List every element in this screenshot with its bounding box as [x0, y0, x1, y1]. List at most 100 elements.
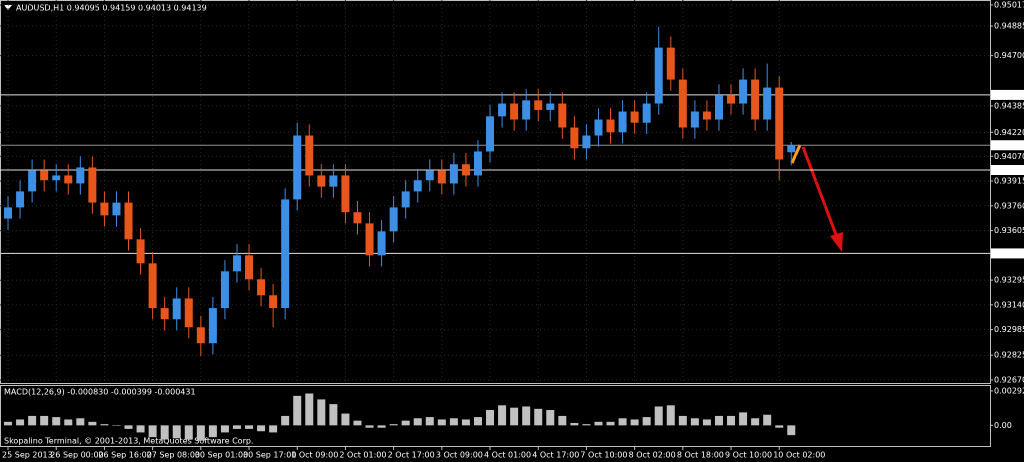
y-tick-label: 0.93760 — [994, 201, 1024, 210]
macd-bar — [558, 415, 567, 426]
macd-bar — [184, 425, 193, 440]
candle-body — [534, 100, 543, 110]
macd-bar — [437, 419, 446, 426]
candle-body — [642, 103, 651, 123]
macd-bar — [257, 425, 266, 432]
macd-bar — [232, 425, 241, 429]
candle-body — [281, 199, 290, 309]
candle-body — [437, 170, 446, 184]
candle-body — [329, 175, 338, 187]
y-tick-label: 0.93295 — [994, 276, 1024, 285]
macd-bar — [727, 415, 736, 426]
macd-bar — [606, 421, 615, 426]
y-tick-label: 0.94070 — [994, 152, 1024, 161]
macd-bar — [425, 417, 434, 426]
macd-bar — [413, 418, 422, 426]
macd-bar — [112, 425, 121, 426]
macd-bar — [353, 420, 362, 426]
y-tick-label: 0.93605 — [994, 226, 1024, 235]
candle-body — [739, 79, 748, 104]
x-tick-label: 9 Oct 10:00 — [725, 451, 772, 460]
macd-bar — [88, 421, 97, 426]
macd-bar — [642, 417, 651, 426]
x-tick-label: 2 Oct 01:00 — [339, 451, 386, 460]
candle-body — [136, 239, 145, 264]
candle-body — [389, 207, 398, 232]
candle-body — [208, 308, 217, 344]
x-tick-label: 27 Sep 08:00 — [147, 451, 200, 460]
macd-bar — [100, 424, 109, 426]
red-arrow-shaft — [801, 146, 840, 241]
macd-bar — [196, 425, 205, 441]
macd-bar — [40, 415, 49, 426]
x-tick-label: 10 Oct 02:00 — [773, 451, 825, 460]
macd-tick-label: 0.002921 — [994, 386, 1024, 395]
candle-body — [305, 135, 314, 176]
candle-body — [88, 167, 97, 203]
x-tick-label: 7 Oct 10:00 — [580, 451, 627, 460]
candle-body — [666, 47, 675, 80]
candle-body — [425, 170, 434, 181]
candle-body — [510, 103, 519, 120]
macd-bar — [317, 399, 326, 426]
macd-bar — [208, 425, 217, 438]
macd-bar — [486, 410, 495, 426]
red-arrow-head — [830, 232, 843, 252]
candle-body — [76, 167, 85, 184]
x-tick-label: 30 Sep 01:00 — [195, 451, 248, 460]
macd-bar — [775, 425, 784, 428]
x-tick-label: 26 Sep 00:00 — [50, 451, 103, 460]
macd-bar — [461, 419, 470, 426]
macd-bar — [172, 425, 181, 439]
candle-body — [498, 103, 507, 117]
candle-body — [449, 164, 458, 184]
macd-bar — [269, 425, 278, 433]
candle-body — [763, 87, 772, 120]
candle-body — [28, 170, 37, 192]
x-tick-label: 4 Oct 01:00 — [484, 451, 531, 460]
macd-bar — [654, 406, 663, 426]
candle-body — [570, 127, 579, 149]
y-tick-label: 0.94220 — [994, 128, 1024, 137]
macd-bar — [522, 406, 531, 426]
macd-bar — [16, 419, 25, 426]
candle-body — [269, 295, 278, 309]
candle-body — [317, 175, 326, 187]
candle-body — [293, 135, 302, 200]
x-tick-label: 30 Sep 17:00 — [243, 451, 296, 460]
chart-title: AUDUSD,H1 0.94095 0.94159 0.94013 0.9413… — [16, 4, 207, 13]
candle-body — [546, 103, 555, 110]
candle-body — [245, 255, 254, 280]
macd-bar — [76, 418, 85, 426]
y-tick-label: 0.95017 — [994, 0, 1024, 9]
macd-bar — [570, 422, 579, 426]
x-tick-label: 4 Oct 17:00 — [532, 451, 579, 460]
menu-triangle — [4, 5, 12, 10]
candle-body — [702, 111, 711, 120]
candle-body — [787, 145, 796, 153]
y-tick-label: 0.94139 — [994, 141, 1024, 150]
candle-body — [220, 271, 229, 309]
candle-body — [16, 191, 25, 208]
macd-bar — [341, 413, 350, 426]
x-tick-label: 8 Oct 18:00 — [677, 451, 724, 460]
macd-bar — [498, 405, 507, 426]
macd-bar — [365, 425, 374, 428]
candle-body — [461, 164, 470, 176]
y-tick-label: 0.93984 — [994, 166, 1024, 175]
macd-bar — [449, 418, 458, 426]
x-tick-label: 8 Oct 02:00 — [629, 451, 676, 460]
x-tick-label: 2 Oct 17:00 — [388, 451, 435, 460]
macd-bar — [136, 425, 145, 433]
macd-bar — [594, 421, 603, 426]
candle-body — [4, 207, 13, 219]
macd-bar — [787, 425, 796, 436]
y-tick-label: 0.94885 — [994, 22, 1024, 31]
macd-bar — [678, 415, 687, 426]
candle-body — [690, 111, 699, 128]
macd-bar — [28, 415, 37, 426]
macd-bar — [148, 425, 157, 438]
candle-body — [558, 103, 567, 128]
